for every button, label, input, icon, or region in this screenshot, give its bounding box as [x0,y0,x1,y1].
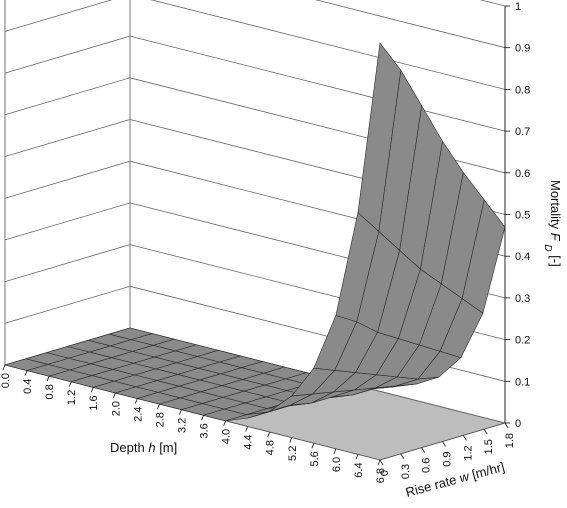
x-axis-label-part: h [148,440,155,455]
z-axis-label-part: F [548,233,563,242]
tick-mark [157,403,160,410]
tick-mark [223,420,226,427]
grid-line [4,285,131,324]
grid-line [129,35,506,132]
z-tick-label: 0.3 [515,293,530,305]
x-tick-label: 0.8 [44,384,56,399]
x-tick-label: 2.0 [110,401,122,416]
y-tick-label: 1.5 [483,439,495,454]
z-tick-label: 0.1 [515,376,530,388]
tick-mark [421,447,426,453]
y-axis-label: Rise rate w [m/hr] [404,459,506,500]
z-axis-label-part: D [543,244,554,251]
z-axis-label-part: Mortality [548,180,563,230]
y-tick-label: 0.6 [421,458,433,473]
tick-mark [201,415,204,421]
x-tick-label: 4.4 [243,434,255,449]
grid-line [150,0,506,90]
tick-mark [355,454,359,460]
tick-mark [483,428,488,435]
z-tick-label: 0.4 [515,251,530,263]
surface-cell [357,42,402,233]
y-tick-label: 0.9 [442,452,454,467]
y-tick-label: 1.2 [462,445,474,460]
x-tick-label: 3.6 [199,423,211,438]
grid-line [4,202,131,241]
y-tick-label: 0.3 [400,464,412,479]
z-tick-label: 0.2 [515,335,530,347]
z-tick-label: 0.5 [515,210,530,222]
tick-mark [68,381,72,387]
x-tick-label: 6.0 [331,457,343,472]
grid-line [4,244,131,282]
tick-mark [24,370,28,376]
grid-line [4,77,131,116]
tick-mark [134,398,138,404]
tick-mark [267,431,271,438]
z-tick-label: 0.7 [515,126,530,138]
y-axis-label-part: w [458,468,473,485]
x-tick-label: 1.2 [66,390,78,405]
tick-mark [179,409,182,415]
tick-mark [46,376,50,382]
tick-mark [311,443,315,449]
tick-mark [442,441,446,447]
z-tick-label: 0.8 [515,84,530,96]
tick-mark [379,459,384,466]
x-axis-label-part: Depth [110,440,145,455]
x-tick-label: 0.4 [22,379,34,394]
x-tick-label: 1.6 [88,395,100,410]
y-axis-label-part: Rise rate [404,472,458,500]
tick-mark [504,422,509,429]
x-tick-label: 4.8 [265,440,277,455]
x-tick-label: 2.4 [132,407,144,422]
z-tick-label: 1 [515,1,521,13]
grid-line [315,0,506,49]
z-axis-label-part: [-] [548,255,563,267]
x-tick-label: 0.0 [0,373,12,388]
x-axis-label: Depth h [m] [110,440,177,455]
x-tick-label: 4.0 [221,429,233,444]
z-axis-label: Mortality F D [-] [543,180,564,267]
grid-line [479,0,506,7]
tick-mark [90,387,94,393]
tick-mark [112,392,116,399]
x-tick-label: 6.8 [375,468,387,483]
z-tick-label: 0.9 [515,43,530,55]
surface [3,42,506,422]
x-tick-label: 6.4 [353,462,365,477]
x-tick-label: 5.6 [309,451,321,466]
tick-mark [333,448,337,454]
grid-line [4,160,131,199]
x-tick-label: 3.2 [176,418,188,433]
grid-line [4,35,131,74]
y-tick-label: 0 [379,470,391,476]
z-tick-label: 0.6 [515,168,530,180]
tick-mark [289,437,293,443]
tick-mark [400,453,405,460]
tick-mark [2,364,6,371]
tick-mark [377,459,381,466]
tick-mark [245,426,249,432]
tick-mark [462,435,467,441]
y-axis-label-part: [m/hr] [470,459,506,482]
x-axis-label-part: [m] [159,440,177,455]
x-tick-label: 5.2 [287,446,299,461]
y-tick-label: 1.8 [504,433,516,448]
grid-line [4,119,131,157]
x-tick-label: 2.8 [154,412,166,427]
grid-line [4,0,113,32]
z-tick-label: 0 [515,418,521,430]
